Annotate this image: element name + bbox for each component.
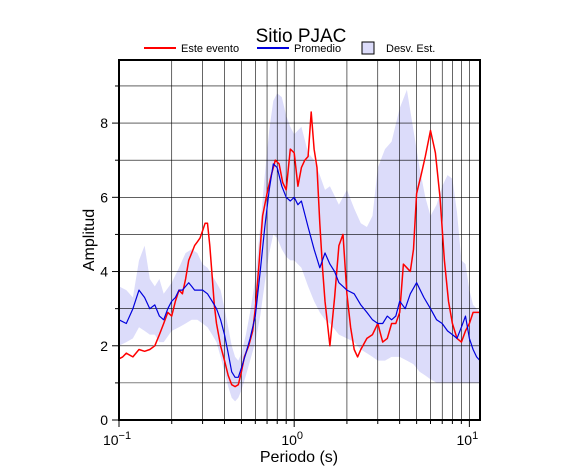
legend-std-label: Desv. Est. bbox=[386, 43, 435, 55]
y-tick-label: 0 bbox=[100, 412, 108, 428]
x-tick-label: 100 bbox=[281, 430, 303, 448]
plot-frame bbox=[118, 59, 481, 421]
x-tick-label: 101 bbox=[457, 430, 479, 448]
y-tick-label: 4 bbox=[100, 264, 108, 280]
chart-title: Sitio PJAC bbox=[256, 26, 347, 47]
y-tick-label: 6 bbox=[100, 189, 108, 205]
y-tick-label: 2 bbox=[100, 338, 108, 354]
legend: Este evento Promedio Desv. Est. bbox=[144, 41, 435, 55]
y-tick-label: 8 bbox=[100, 115, 108, 131]
y-axis-title: Amplitud bbox=[81, 209, 98, 271]
legend-std-swatch bbox=[361, 41, 375, 55]
x-axis-title: Periodo (s) bbox=[260, 449, 338, 466]
legend-mean-label: Promedio bbox=[294, 43, 341, 55]
event-series-line bbox=[118, 111, 480, 388]
x-tick-label: 10−1 bbox=[103, 430, 131, 448]
mean-series-line bbox=[118, 163, 481, 378]
legend-event-label: Este evento bbox=[181, 43, 239, 55]
std-deviation-band bbox=[119, 89, 480, 402]
